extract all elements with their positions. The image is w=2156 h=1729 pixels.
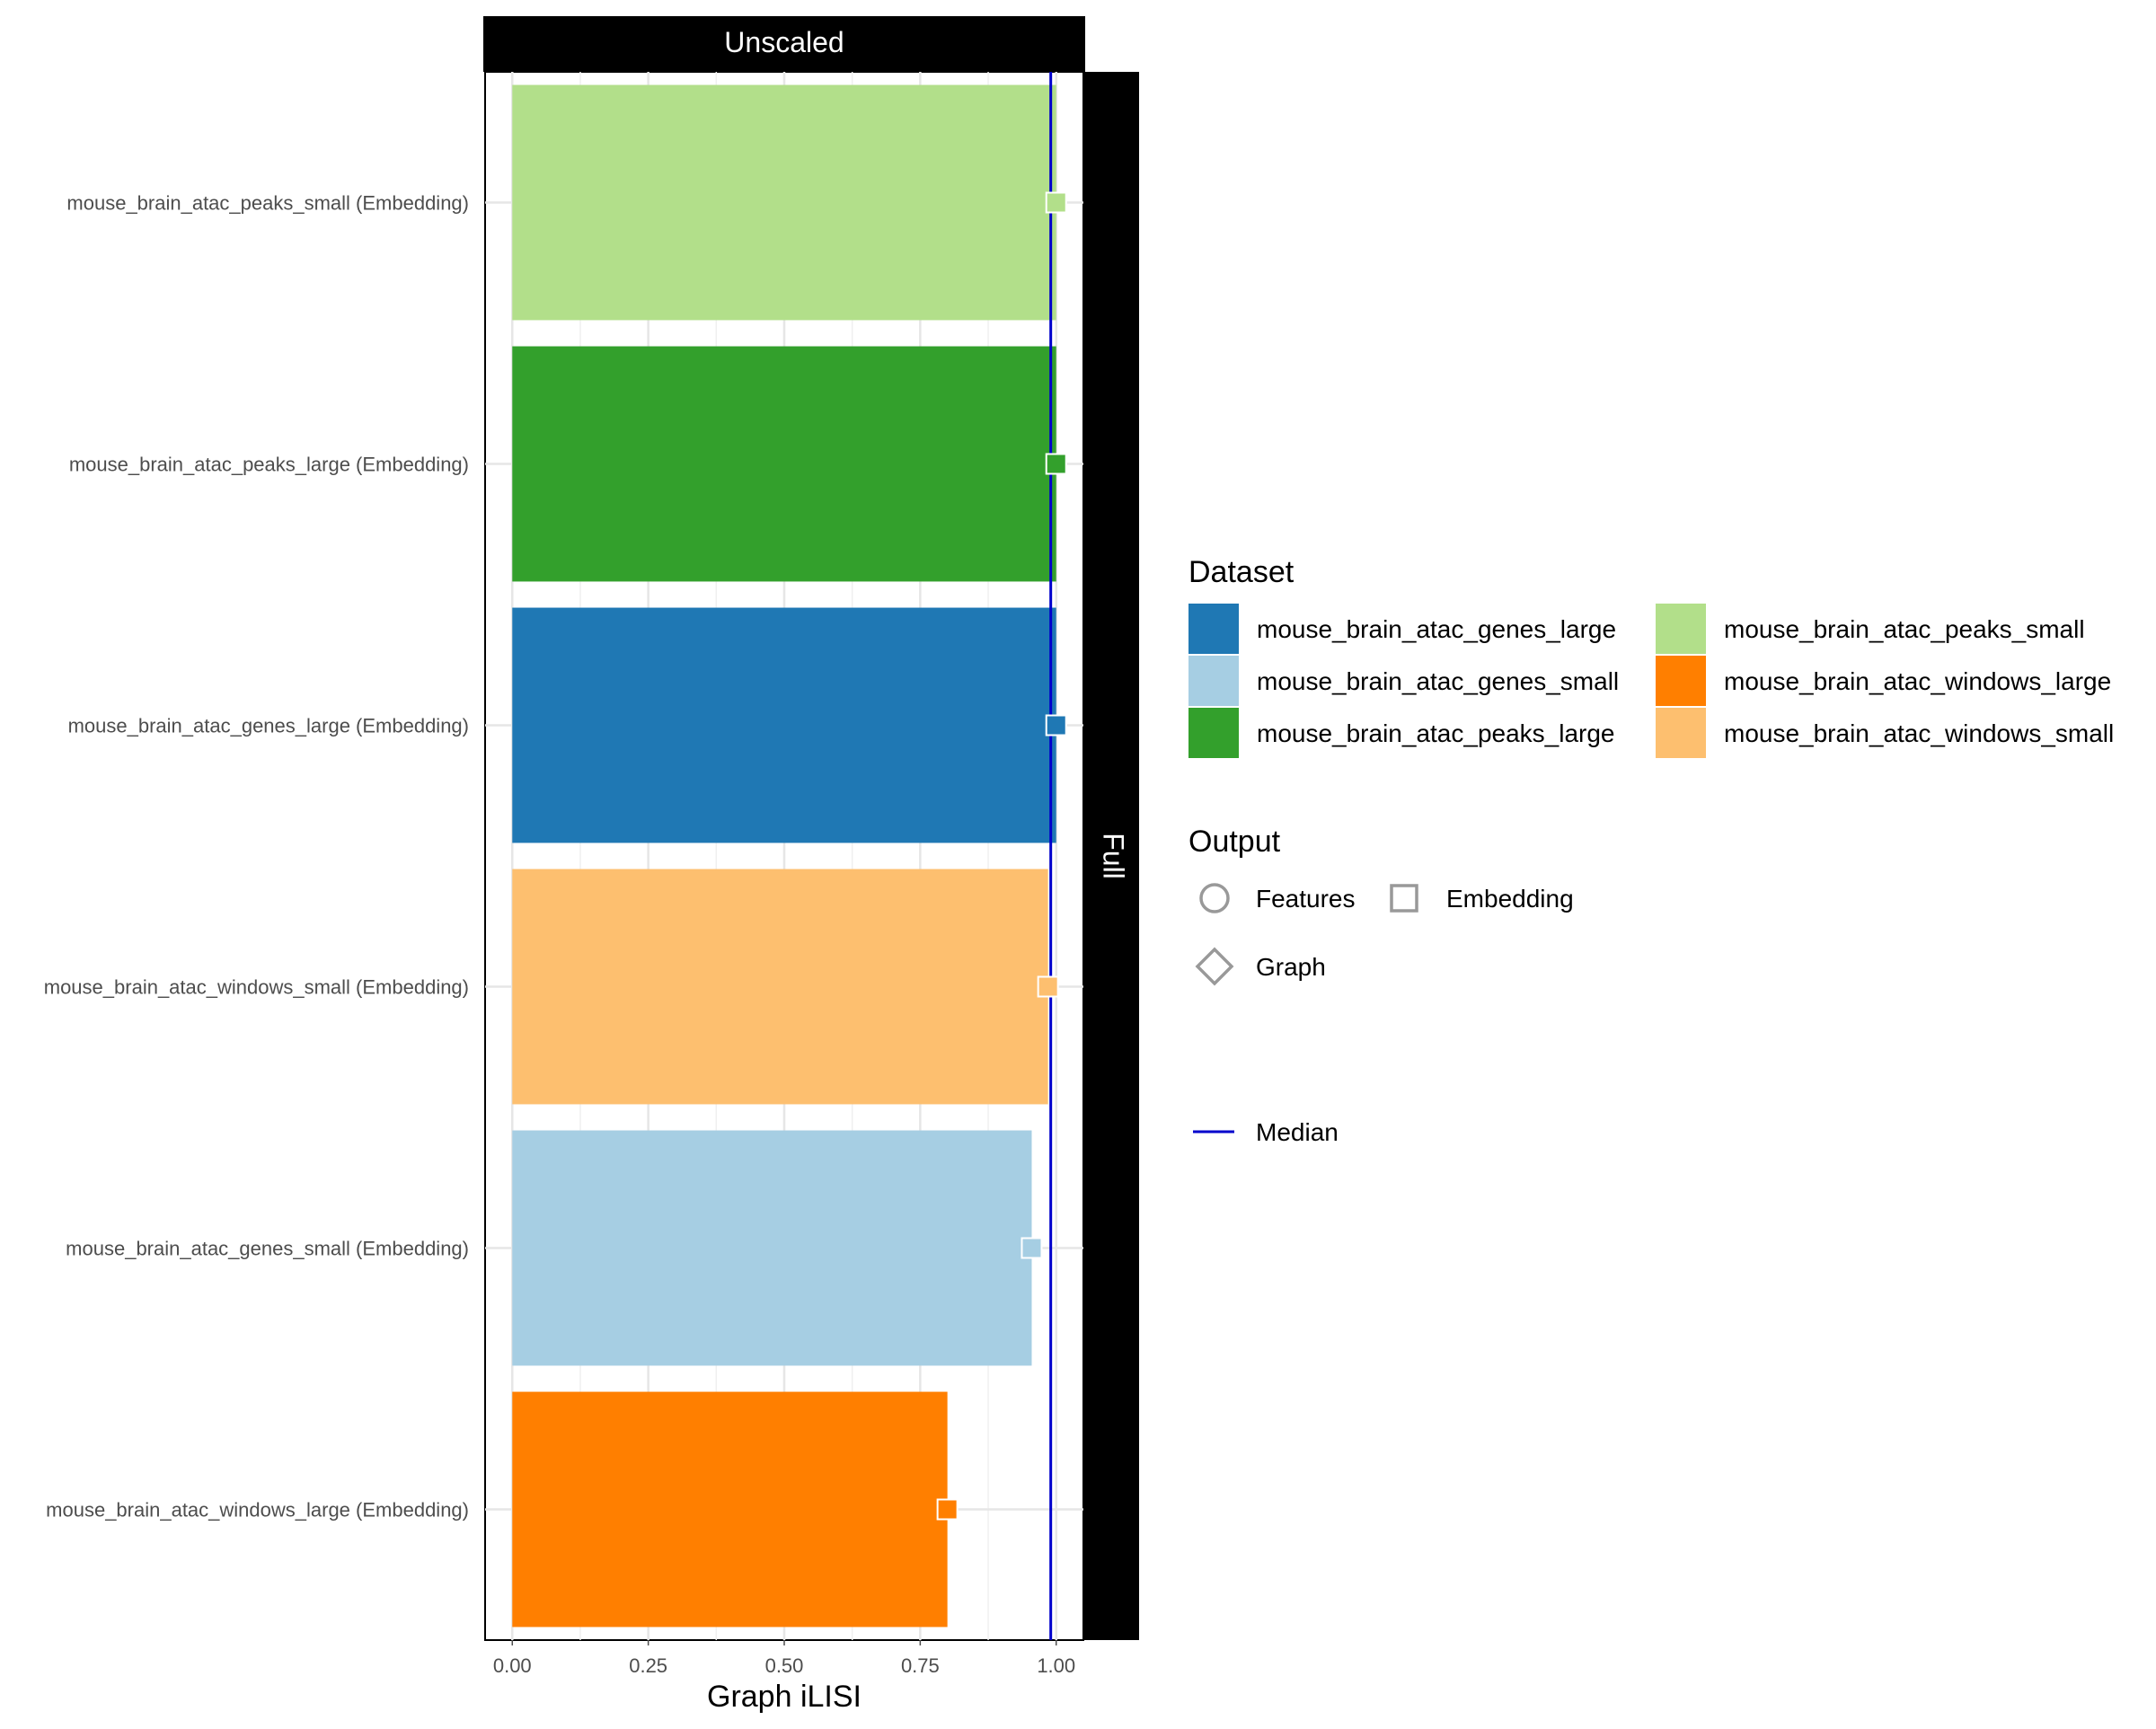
x-tick-label: 1.00 (1037, 1654, 1075, 1677)
legend-output-circle-icon (1199, 883, 1230, 913)
y-tick-label: mouse_brain_atac_peaks_small (Embedding) (66, 192, 469, 215)
x-tick-label: 0.75 (901, 1654, 940, 1677)
y-tick-label: mouse_brain_atac_genes_large (Embedding) (68, 715, 469, 737)
y-tick-label: mouse_brain_atac_windows_small (Embeddin… (44, 976, 469, 999)
legend-dataset-swatch (1188, 656, 1239, 706)
data-point-square (1021, 1237, 1043, 1259)
legend-dataset-label: mouse_brain_atac_peaks_large (1257, 719, 1615, 747)
bar (512, 607, 1056, 843)
legend-output-square-icon (1390, 884, 1418, 913)
y-tick-labels: mouse_brain_atac_peaks_small (Embedding)… (44, 192, 469, 1522)
data-point-square (936, 1498, 959, 1521)
data-point-square (1045, 191, 1067, 214)
x-tick-label: 0.50 (765, 1654, 804, 1677)
y-tick-label: mouse_brain_atac_peaks_large (Embedding) (69, 454, 469, 476)
facet-strip-top-label: Unscaled (724, 26, 844, 58)
legend-output-label: Features (1256, 885, 1356, 913)
legend: Dataset mouse_brain_atac_genes_largemous… (1188, 555, 2114, 1146)
legend-dataset-label: mouse_brain_atac_genes_large (1257, 615, 1616, 643)
legend-median-label: Median (1256, 1118, 1339, 1146)
legend-dataset-title: Dataset (1188, 555, 1294, 589)
x-axis-title: Graph iLISI (707, 1680, 862, 1714)
legend-dataset-entries: mouse_brain_atac_genes_large mouse_brain_… (1188, 604, 2114, 758)
x-tick-label: 0.25 (629, 1654, 667, 1677)
x-tick-labels: 0.00 0.25 0.50 0.75 1.00 (493, 1640, 1075, 1677)
legend-dataset-label: mouse_brain_atac_windows_large (1724, 667, 2111, 695)
legend-dataset-label: mouse_brain_atac_peaks_small (1724, 615, 2085, 643)
data-point-square (1045, 714, 1067, 737)
data-point-square (1037, 975, 1059, 998)
facet-strips: Unscaled Full (483, 16, 1139, 1640)
legend-output-title: Output (1188, 825, 1281, 859)
bar (512, 1130, 1032, 1366)
bars (512, 84, 1056, 1628)
legend-output-label: Graph (1256, 953, 1326, 981)
legend-dataset-label: mouse_brain_atac_genes_small (1257, 667, 1619, 695)
legend-output-label: Embedding (1446, 885, 1574, 913)
data-point-square (1045, 453, 1067, 475)
x-tick-label: 0.00 (493, 1654, 532, 1677)
legend-dataset-swatch (1188, 708, 1239, 758)
legend-dataset-swatch (1656, 656, 1706, 706)
legend-dataset-swatch (1656, 708, 1706, 758)
legend-output-diamond-icon (1195, 947, 1234, 986)
legend-dataset-label: mouse_brain_atac_windows_small (1724, 719, 2114, 747)
y-tick-label: mouse_brain_atac_windows_large (Embeddin… (46, 1499, 469, 1522)
legend-output-entries: Features Embedding Graph (1195, 883, 1574, 986)
facet-strip-right-label: Full (1098, 833, 1130, 879)
bar (512, 1391, 948, 1628)
bar (512, 869, 1048, 1105)
bar (512, 84, 1056, 321)
facet-strip-right (1083, 72, 1139, 1640)
facet-strip-top (483, 16, 1085, 72)
legend-dataset-swatch (1656, 604, 1706, 654)
legend-dataset-swatch (1188, 604, 1239, 654)
points (936, 191, 1067, 1521)
y-tick-label: mouse_brain_atac_genes_small (Embedding) (66, 1238, 469, 1260)
bar (512, 346, 1056, 582)
